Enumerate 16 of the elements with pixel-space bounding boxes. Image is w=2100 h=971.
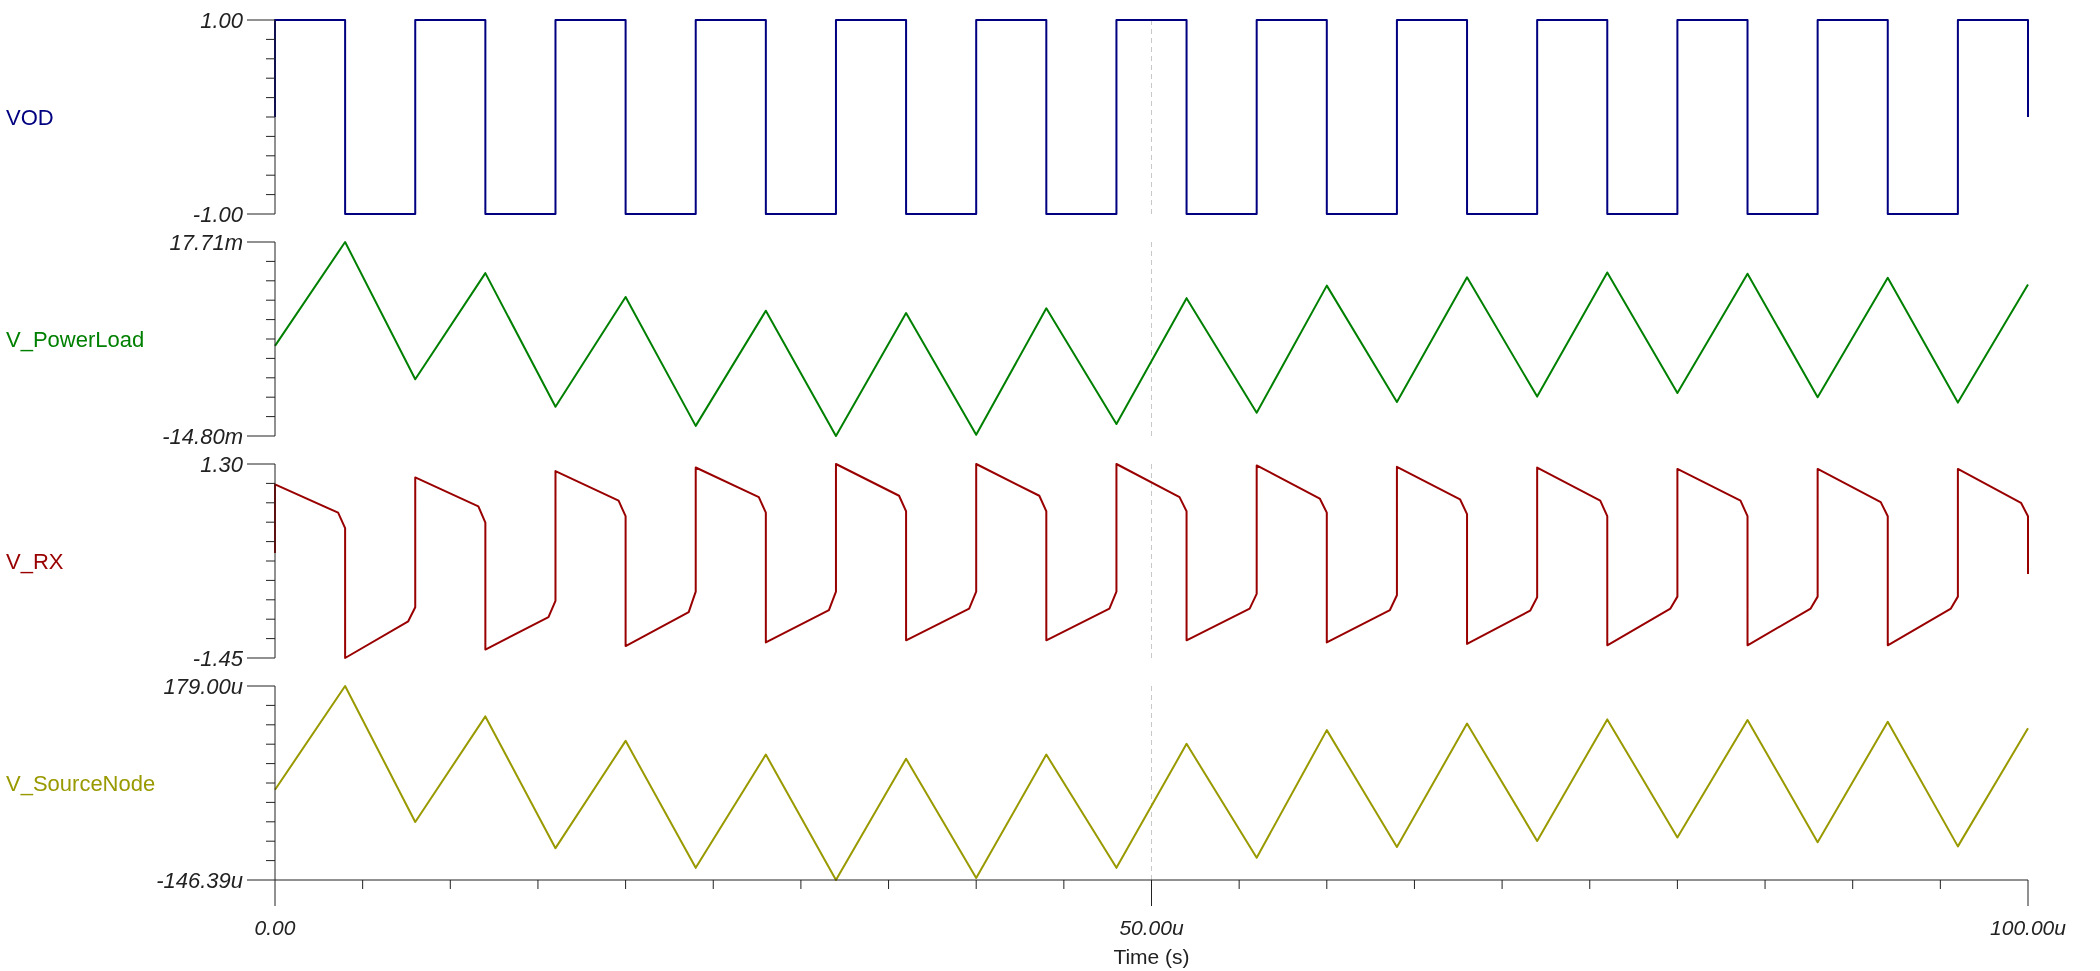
y-tick-label: 179.00u (163, 673, 243, 699)
y-tick-label: -1.00 (192, 201, 244, 227)
y-tick-label: 1.00 (200, 7, 244, 33)
x-tick-label: 50.00u (1119, 916, 1184, 940)
y-tick-label: 17.71m (169, 229, 243, 255)
y-tick-label: 1.30 (200, 451, 244, 477)
y-tick-label: -146.39u (156, 867, 243, 893)
text: V_RX (6, 548, 64, 574)
y-tick-label: -14.80m (162, 423, 243, 449)
text: V_SourceNode (6, 770, 156, 796)
x-axis-title: Time (s) (1113, 945, 1190, 969)
x-tick-label: 100.00u (1990, 916, 2067, 940)
text: VOD (6, 104, 54, 130)
x-tick-label: 0.00 (254, 916, 296, 940)
y-tick-label: -1.45 (192, 645, 244, 671)
text: V_PowerLoad (6, 326, 145, 352)
